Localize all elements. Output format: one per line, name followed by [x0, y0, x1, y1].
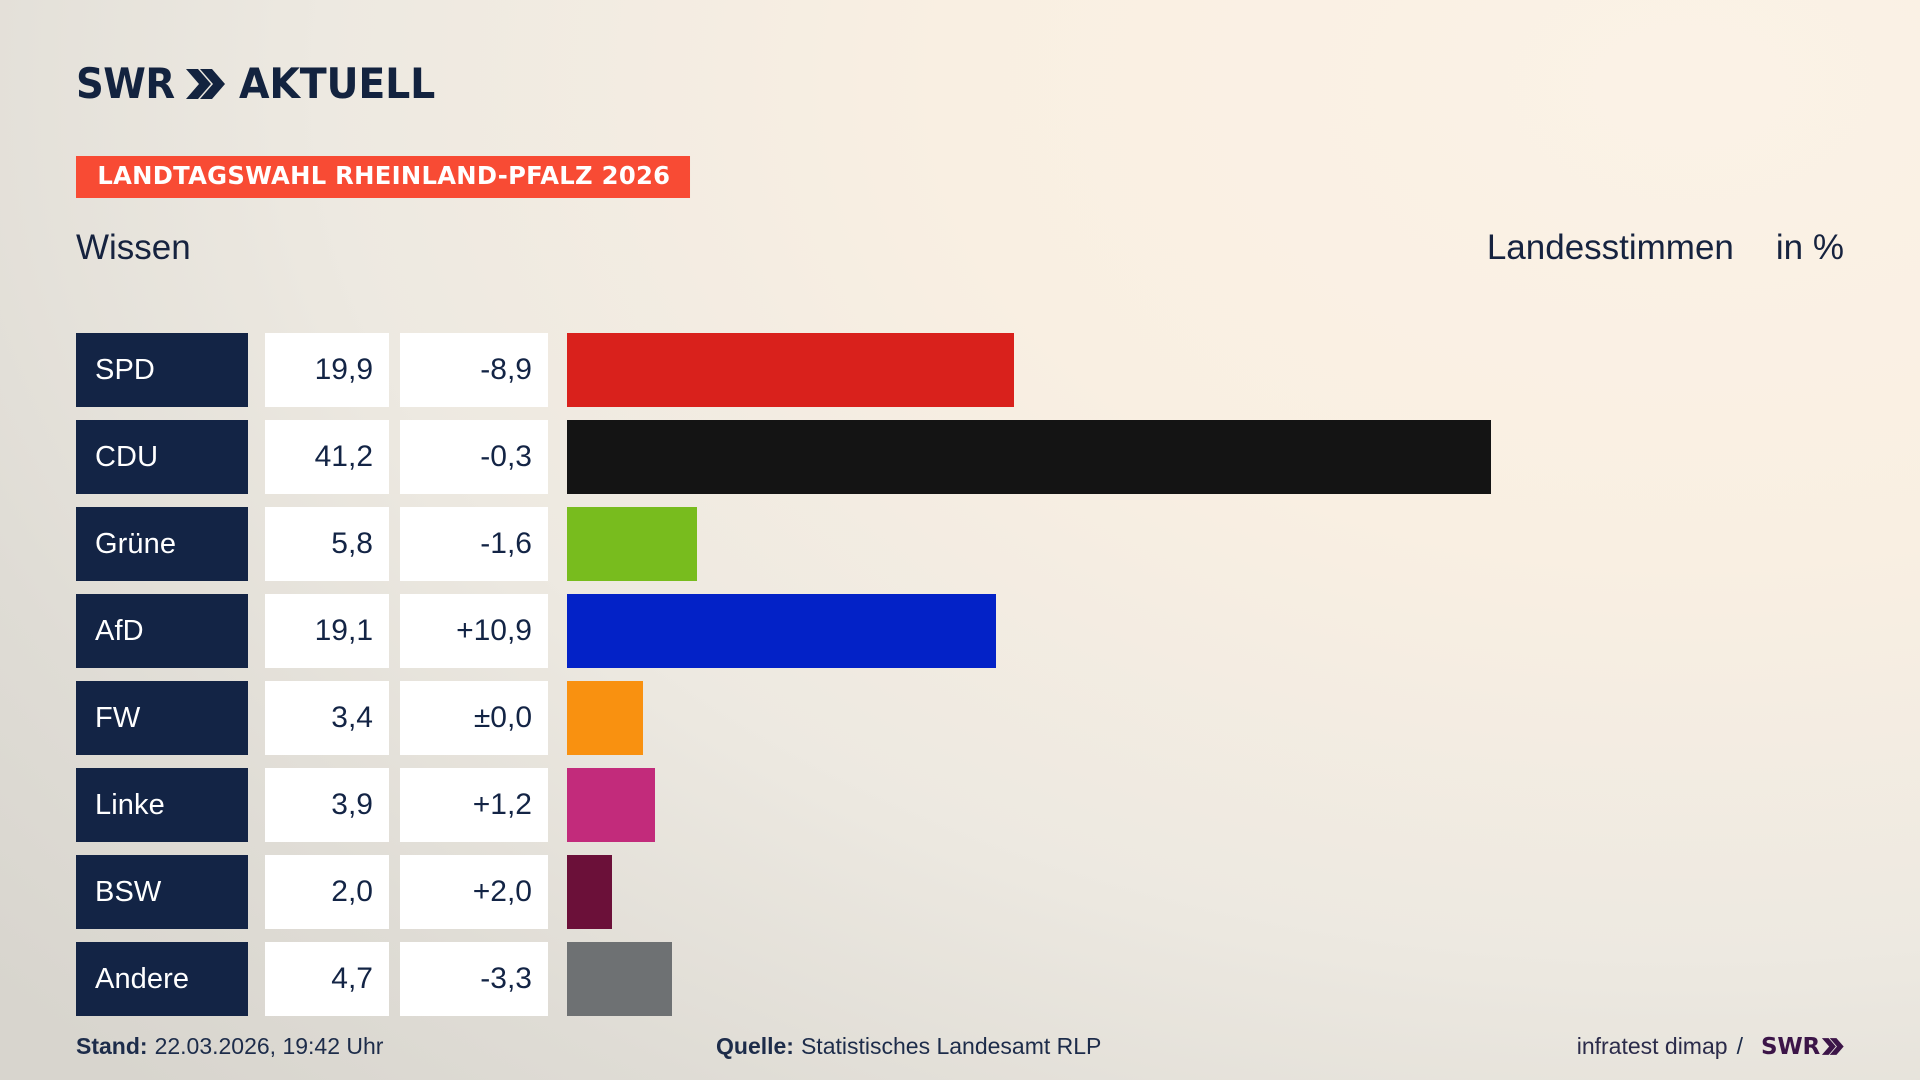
brand-aktuell-text: AKTUELL	[239, 59, 436, 108]
footer-swr-logo: SWR	[1761, 1034, 1844, 1060]
bar-track	[567, 333, 1846, 407]
party-share-value: 4,7	[265, 942, 389, 1016]
credits-separator: /	[1736, 1033, 1743, 1059]
double-chevron-right-icon	[185, 67, 226, 101]
party-bar	[567, 594, 996, 668]
bar-track	[567, 507, 1846, 581]
party-label: BSW	[76, 855, 248, 929]
footer-credits: infratest dimap / SWR	[1577, 1033, 1844, 1060]
quelle-label: Quelle:	[716, 1033, 794, 1059]
table-row: AfD 19,1 +10,9	[76, 594, 1846, 668]
quelle-value: Statistisches Landesamt RLP	[800, 1033, 1102, 1059]
footer-stand: Stand: 22.03.2026, 19:42 Uhr	[76, 1033, 716, 1060]
results-bar-chart: SPD 19,9 -8,9 CDU 41,2 -0,3 Grüne 5,8 -1…	[76, 333, 1846, 1016]
party-bar	[567, 333, 1014, 407]
footer-swr-text: SWR	[1760, 1033, 1820, 1060]
party-bar	[567, 855, 612, 929]
swr-aktuell-logo: SWR AKTUELL	[76, 58, 448, 110]
party-share-value: 19,9	[265, 333, 389, 407]
pollster-name: infratest dimap	[1576, 1033, 1728, 1059]
party-label: Grüne	[76, 507, 248, 581]
election-title-banner: LANDTAGSWAHL RHEINLAND-PFALZ 2026	[76, 156, 690, 199]
table-row: SPD 19,9 -8,9	[76, 333, 1846, 407]
double-chevron-right-icon	[1821, 1037, 1844, 1056]
party-change-value: -3,3	[400, 942, 548, 1016]
party-label: Linke	[76, 768, 248, 842]
bar-track	[567, 594, 1846, 668]
party-bar	[567, 681, 644, 755]
party-bar	[567, 420, 1492, 494]
region-name: Wissen	[76, 228, 191, 267]
footer: Stand: 22.03.2026, 19:42 Uhr Quelle: Stati…	[76, 1033, 1844, 1060]
table-row: BSW 2,0 +2,0	[76, 855, 1846, 929]
party-change-value: -8,9	[400, 333, 548, 407]
party-share-value: 2,0	[265, 855, 389, 929]
party-bar	[567, 768, 655, 842]
party-bar	[567, 942, 673, 1016]
table-row: Andere 4,7 -3,3	[76, 942, 1846, 1016]
party-share-value: 5,8	[265, 507, 389, 581]
subheader: Wissen Landesstimmen in %	[76, 222, 1844, 274]
party-label: CDU	[76, 420, 248, 494]
table-row: Linke 3,9 +1,2	[76, 768, 1846, 842]
bar-track	[567, 855, 1846, 929]
party-label: FW	[76, 681, 248, 755]
party-change-value: -0,3	[400, 420, 548, 494]
table-row: CDU 41,2 -0,3	[76, 420, 1846, 494]
party-change-value: +2,0	[400, 855, 548, 929]
table-row: FW 3,4 ±0,0	[76, 681, 1846, 755]
footer-source: Quelle: Statistisches Landesamt RLP	[716, 1033, 1577, 1060]
brand-swr-text: SWR	[76, 59, 175, 108]
party-change-value: -1,6	[400, 507, 548, 581]
party-share-value: 41,2	[265, 420, 389, 494]
party-bar	[567, 507, 698, 581]
stand-value: 22.03.2026, 19:42 Uhr	[154, 1033, 384, 1059]
table-row: Grüne 5,8 -1,6	[76, 507, 1846, 581]
party-change-value: +10,9	[400, 594, 548, 668]
party-change-value: +1,2	[400, 768, 548, 842]
stand-label: Stand:	[76, 1033, 148, 1059]
bar-track	[567, 420, 1846, 494]
party-label: SPD	[76, 333, 248, 407]
party-share-value: 3,9	[265, 768, 389, 842]
unit-label: in %	[1775, 228, 1844, 267]
party-label: Andere	[76, 942, 248, 1016]
party-share-value: 19,1	[265, 594, 389, 668]
party-share-value: 3,4	[265, 681, 389, 755]
subheader-right: Landesstimmen in %	[1487, 228, 1844, 268]
bar-track	[567, 942, 1846, 1016]
vote-type-label: Landesstimmen	[1486, 228, 1734, 267]
bar-track	[567, 681, 1846, 755]
party-label: AfD	[76, 594, 248, 668]
party-change-value: ±0,0	[400, 681, 548, 755]
bar-track	[567, 768, 1846, 842]
